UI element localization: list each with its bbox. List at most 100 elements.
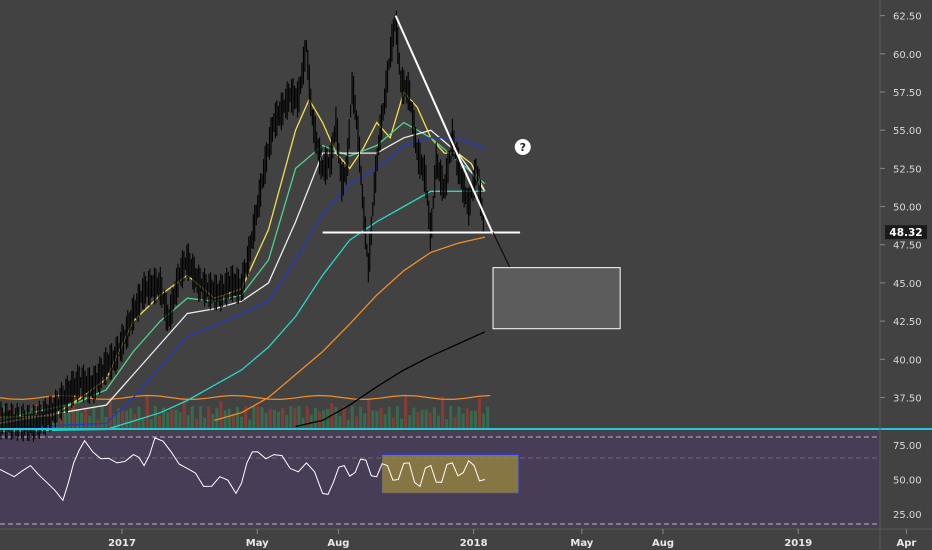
volume-bar [285, 414, 289, 428]
volume-bar [108, 396, 112, 428]
volume-bar [379, 408, 383, 428]
volume-bar [367, 398, 371, 428]
time-axis: 2017MayAug2018MayAug2019AprJulOct [108, 529, 917, 549]
volume-bar [375, 411, 379, 428]
rsi-tick-label: 75.00 [893, 441, 922, 452]
rsi-tick-label: 50.00 [893, 476, 922, 487]
volume-bar [441, 396, 445, 428]
volume-bar [170, 409, 174, 428]
rsi-tick-label: 25.00 [893, 510, 922, 521]
price-tick-label: 62.50 [893, 12, 922, 23]
volume-bar [334, 407, 338, 428]
time-tick-label: May [570, 538, 593, 549]
volume-bar [84, 407, 88, 428]
volume-bar [424, 409, 428, 428]
volume-bar [478, 398, 482, 428]
descending-trendline[interactable] [394, 15, 494, 235]
time-tick-label: Aug [327, 538, 349, 549]
volume-bar [404, 396, 408, 428]
volume-bar [408, 415, 412, 428]
volume-bar [326, 408, 330, 428]
last-price-background [885, 225, 927, 240]
volume-bar [182, 397, 186, 428]
price-candles [0, 10, 484, 442]
volume-bar [400, 418, 404, 428]
volume-bar [71, 399, 75, 428]
volume-bar [215, 408, 219, 428]
volume-bar [190, 406, 194, 428]
volume-bar [309, 414, 313, 428]
volume-bar [240, 416, 244, 428]
volume-bar [26, 411, 30, 428]
volume-bar [194, 418, 198, 428]
volume-bar [342, 406, 346, 428]
price-tick-label: 37.50 [893, 393, 922, 404]
volume-bar [322, 410, 326, 428]
volume-bar [469, 410, 473, 428]
price-tick-label: 55.00 [893, 126, 922, 137]
volume-bar [104, 416, 108, 428]
price-tick-label: 45.00 [893, 279, 922, 290]
volume-bar [412, 407, 416, 428]
volume-bar [264, 412, 268, 428]
volume-bar [244, 406, 248, 428]
volume-bar [51, 418, 55, 428]
volume-bar [231, 413, 235, 428]
question-marker[interactable]: ? [514, 138, 531, 155]
price-tick-label: 52.50 [893, 164, 922, 175]
volume-bar [219, 401, 223, 428]
ma_3-line [0, 129, 486, 424]
volume-bar [383, 414, 387, 428]
last-price-label: 48.32 [889, 227, 922, 239]
volume-bar [465, 408, 469, 428]
volume-bar [268, 409, 272, 428]
volume-bar [129, 408, 133, 428]
volume-bar [121, 410, 125, 428]
target-zone-box[interactable] [492, 267, 621, 330]
volume-bar [178, 412, 182, 428]
volume-bar [141, 417, 145, 428]
volume-bar [281, 407, 285, 428]
volume-bar [354, 416, 358, 428]
volume-bar [92, 406, 96, 428]
volume-bar [67, 411, 71, 428]
price-tick-label: 57.50 [893, 88, 922, 99]
volume-bar [203, 417, 207, 428]
volume-bar [223, 410, 227, 428]
rsi-range-box[interactable] [381, 454, 520, 494]
price-tick-label: 50.00 [893, 203, 922, 214]
price-tick-label: 60.00 [893, 50, 922, 61]
volume-bar [346, 419, 350, 428]
volume-bar [227, 408, 231, 428]
price-tick-label: 42.50 [893, 317, 922, 328]
volume-bar [125, 410, 129, 428]
volume-bar [112, 413, 116, 428]
price-tick-label: 40.00 [893, 355, 922, 366]
time-tick-label: Apr [897, 538, 917, 549]
price-tick-label: 47.50 [893, 241, 922, 252]
question-circle [514, 138, 531, 155]
volume-bar [166, 412, 170, 428]
ma_5-line [0, 190, 485, 432]
time-tick-label: May [246, 538, 269, 549]
volume-bar [445, 419, 449, 428]
volume-bar [432, 407, 436, 428]
volume-bar [473, 410, 477, 428]
volume-bar [248, 419, 252, 428]
volume-bar [162, 407, 166, 428]
volume-bar [88, 415, 92, 428]
volume-average-line [0, 394, 491, 401]
time-tick-label: 2017 [108, 538, 136, 549]
volume-bar [260, 407, 264, 428]
volume-bar [75, 409, 79, 428]
volume-bar [338, 416, 342, 428]
volume-bar [276, 411, 280, 428]
volume-bar [363, 413, 367, 428]
volume-bar [211, 414, 215, 428]
volume-bar [59, 414, 63, 428]
question-mark: ? [520, 141, 526, 154]
volume-bar [116, 408, 120, 428]
volume-bar [297, 406, 301, 428]
volume-bar [457, 406, 461, 428]
